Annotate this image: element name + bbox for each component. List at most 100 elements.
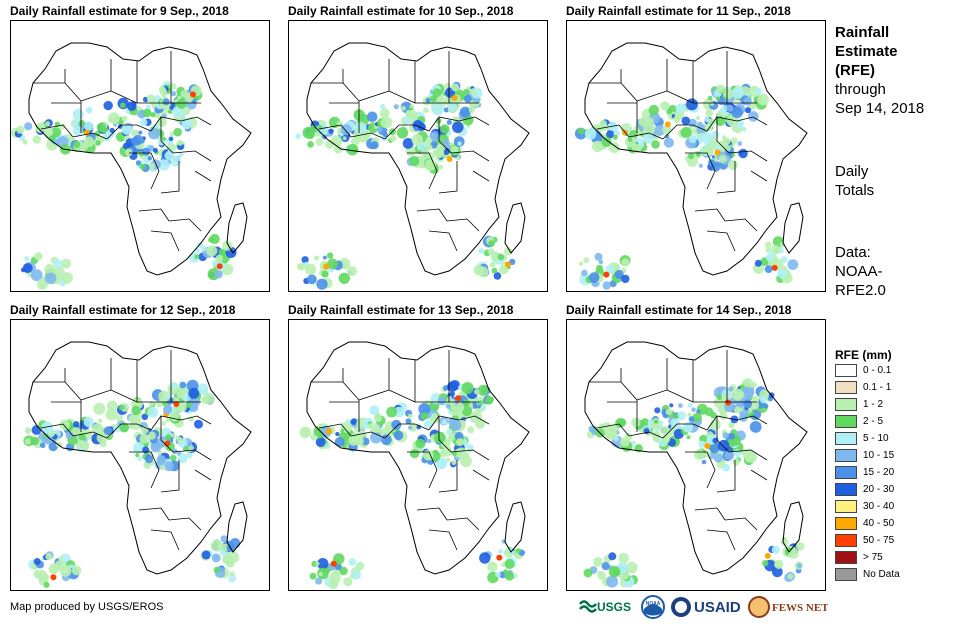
rainfall-hotspot [725,399,731,406]
rainfall-layer [574,83,799,290]
rainfall-cell [315,577,323,585]
rainfall-cell [321,270,329,278]
rainfall-cell [643,428,650,435]
panel-title: Daily Rainfall estimate for 10 Sep., 201… [288,4,514,18]
rainfall-cell [83,136,95,147]
country-border [428,230,458,252]
rainfall-cell [386,406,397,418]
rainfall-cell [333,144,343,154]
legend-row: 0.1 - 1 [835,380,955,397]
rainfall-cell [96,122,107,132]
rainfall-hotspot [326,428,333,435]
country-border [716,460,736,493]
rainfall-cell [413,126,419,132]
rainfall-cell [343,577,353,587]
rainfall-cell [479,552,491,564]
legend-label: 2 - 5 [863,416,884,427]
country-border [728,449,768,461]
rainfall-cell [340,124,352,136]
rainfall-cell [122,142,130,150]
rainfall-cell [722,463,731,472]
legend: RFE (mm) 0 - 0.1 0.1 - 1 1 - 2 2 - 5 5 - 10 1… [835,347,955,584]
rainfall-cell [138,130,143,135]
rainfall-cell [725,145,731,152]
country-border [694,208,726,222]
rainfall-cell [48,441,58,452]
country-border [311,368,344,383]
rainfall-hotspot [164,440,171,447]
rainfall-cell [673,115,681,123]
rainfall-cell [777,268,788,279]
rainfall-cell [139,138,145,144]
rainfall-cell [43,582,50,588]
country-border [716,117,730,154]
country-border [450,449,490,461]
rainfall-cell [53,266,65,279]
rainfall-cell [697,121,703,128]
rainfall-cell [330,135,343,147]
rainfall-cell [601,562,610,571]
rainfall-cell [379,108,390,119]
rainfall-cell [150,112,156,118]
rainfall-cell [177,402,187,412]
rainfall-cell [50,127,62,138]
rainfall-cell [480,404,487,411]
rainfall-cell [692,412,702,423]
legend-row: 50 - 75 [835,533,955,550]
rainfall-cell [717,439,730,452]
fewsnet-logo: FEWS NET [748,594,829,620]
rainfall-cell [41,421,54,434]
rainfall-cell [737,141,743,146]
rainfall-cell [499,265,509,275]
map-frame [288,319,548,591]
country-borders [589,350,768,553]
rainfall-cell [696,409,701,414]
rainfall-cell [182,446,189,452]
rainfall-cell [415,438,426,449]
side-totals: Daily Totals [835,162,874,200]
rainfall-cell [754,87,762,95]
rainfall-cell [711,144,716,148]
country-borders [33,350,212,553]
rainfall-cell [350,418,358,425]
rainfall-cell [676,411,686,421]
rainfall-hotspot [764,552,771,559]
rainfall-cell [678,403,683,408]
rainfall-hotspot [455,395,462,402]
country-border [160,117,174,154]
rainfall-cell [709,419,721,431]
country-border [724,517,758,531]
rainfall-cell [745,456,751,462]
rainfall-cell [24,256,30,262]
rainfall-hotspot [664,121,671,128]
rainfall-cell [59,419,70,431]
rainfall-cell [141,413,149,421]
rainfall-cell [503,247,513,256]
rainfall-cell [618,552,629,564]
agency-logos: USGS NOAA USAID FEWS NET [578,594,829,620]
map-frame [10,319,270,591]
rainfall-cell [432,88,442,98]
rainfall-cell [162,421,167,426]
panel-title: Daily Rainfall estimate for 13 Sep., 201… [288,303,514,317]
rainfall-cell [597,570,602,576]
rainfall-cell [477,384,489,396]
rainfall-cell [315,561,320,566]
rainfall-layer [23,379,241,588]
rainfall-cell [22,139,28,145]
country-border [472,170,490,182]
rainfall-cell [695,151,701,157]
rainfall-cell [759,98,766,104]
rainfall-cell [504,571,515,581]
rainfall-cell [158,159,170,171]
heading-line: Estimate [835,43,898,60]
country-border [350,431,386,439]
country-border [428,116,490,132]
rainfall-cell [478,400,484,406]
rainfall-cell [430,95,437,103]
rainfall-cell [147,406,159,418]
rainfall-cell [578,261,583,266]
rainfall-cell [389,135,397,142]
rainfall-cell [447,381,458,392]
rainfall-cell [188,387,200,399]
